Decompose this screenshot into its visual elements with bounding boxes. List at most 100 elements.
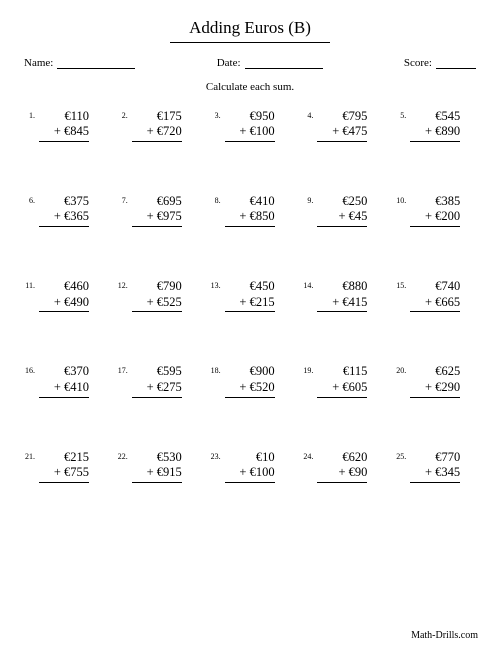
problem-number: 21. — [24, 450, 39, 461]
score-field: Score: — [404, 57, 476, 69]
problem-stack: €215+ €755 — [39, 450, 89, 483]
footer-attribution: Math-Drills.com — [411, 630, 478, 641]
date-field: Date: — [217, 57, 323, 69]
problem-stack: €770+ €345 — [410, 450, 460, 483]
name-blank[interactable] — [57, 59, 135, 69]
problem-number: 2. — [117, 109, 132, 120]
problem-number: 12. — [117, 279, 132, 290]
date-blank[interactable] — [245, 59, 323, 69]
score-blank[interactable] — [436, 59, 476, 69]
addend-bottom: + €605 — [317, 380, 367, 396]
addend-bottom: + €100 — [225, 465, 275, 481]
problem-number: 22. — [117, 450, 132, 461]
problem-stack: €375+ €365 — [39, 194, 89, 227]
sum-rule — [39, 226, 89, 227]
problem-stack: €795+ €475 — [317, 109, 367, 142]
sum-rule — [132, 141, 182, 142]
problem-number: 25. — [395, 450, 410, 461]
addend-top: €770 — [410, 450, 460, 466]
addend-bottom: + €890 — [410, 124, 460, 140]
problem: 9.€250+ €45 — [302, 194, 383, 227]
problem: 4.€795+ €475 — [302, 109, 383, 142]
addend-top: €740 — [410, 279, 460, 295]
sum-rule — [225, 311, 275, 312]
sum-rule — [39, 141, 89, 142]
problem: 19.€115+ €605 — [302, 364, 383, 397]
sum-rule — [317, 141, 367, 142]
problem-number: 10. — [395, 194, 410, 205]
problem: 13.€450+ €215 — [210, 279, 291, 312]
addend-bottom: + €90 — [317, 465, 367, 481]
problem-number: 18. — [210, 364, 225, 375]
addend-top: €450 — [225, 279, 275, 295]
addend-top: €175 — [132, 109, 182, 125]
problem: 2.€175+ €720 — [117, 109, 198, 142]
problem-stack: €695+ €975 — [132, 194, 182, 227]
problem-number: 15. — [395, 279, 410, 290]
problem: 18.€900+ €520 — [210, 364, 291, 397]
problem: 16.€370+ €410 — [24, 364, 105, 397]
addend-top: €215 — [39, 450, 89, 466]
problem: 23.€10+ €100 — [210, 450, 291, 483]
sum-rule — [225, 226, 275, 227]
problem: 3.€950+ €100 — [210, 109, 291, 142]
problem-stack: €900+ €520 — [225, 364, 275, 397]
sum-rule — [132, 226, 182, 227]
addend-bottom: + €975 — [132, 209, 182, 225]
addend-bottom: + €290 — [410, 380, 460, 396]
problem-number: 19. — [302, 364, 317, 375]
addend-top: €795 — [317, 109, 367, 125]
sum-rule — [410, 482, 460, 483]
problem-number: 24. — [302, 450, 317, 461]
addend-bottom: + €415 — [317, 295, 367, 311]
problem-number: 6. — [24, 194, 39, 205]
problem-stack: €545+ €890 — [410, 109, 460, 142]
header-row: Name: Date: Score: — [22, 57, 478, 69]
problem: 24.€620+ €90 — [302, 450, 383, 483]
problem: 25.€770+ €345 — [395, 450, 476, 483]
problem-number: 9. — [302, 194, 317, 205]
name-label: Name: — [24, 57, 53, 69]
sum-rule — [225, 482, 275, 483]
problem-number: 4. — [302, 109, 317, 120]
addend-top: €385 — [410, 194, 460, 210]
problem-stack: €620+ €90 — [317, 450, 367, 483]
sum-rule — [410, 141, 460, 142]
problem: 1.€110+ €845 — [24, 109, 105, 142]
problem-stack: €370+ €410 — [39, 364, 89, 397]
addend-top: €110 — [39, 109, 89, 125]
addend-top: €625 — [410, 364, 460, 380]
addend-bottom: + €915 — [132, 465, 182, 481]
addend-bottom: + €845 — [39, 124, 89, 140]
problem: 21.€215+ €755 — [24, 450, 105, 483]
problem: 8.€410+ €850 — [210, 194, 291, 227]
addend-top: €790 — [132, 279, 182, 295]
addend-top: €595 — [132, 364, 182, 380]
problem-stack: €530+ €915 — [132, 450, 182, 483]
sum-rule — [317, 226, 367, 227]
addend-top: €250 — [317, 194, 367, 210]
addend-top: €410 — [225, 194, 275, 210]
sum-rule — [39, 397, 89, 398]
sum-rule — [317, 397, 367, 398]
problem: 15.€740+ €665 — [395, 279, 476, 312]
problem-stack: €10+ €100 — [225, 450, 275, 483]
problem-stack: €625+ €290 — [410, 364, 460, 397]
problem: 14.€880+ €415 — [302, 279, 383, 312]
addend-top: €370 — [39, 364, 89, 380]
addend-top: €375 — [39, 194, 89, 210]
addend-bottom: + €475 — [317, 124, 367, 140]
problem-number: 8. — [210, 194, 225, 205]
problem-number: 16. — [24, 364, 39, 375]
problem-stack: €950+ €100 — [225, 109, 275, 142]
problem-number: 1. — [24, 109, 39, 120]
title-underline — [170, 42, 330, 43]
addend-top: €545 — [410, 109, 460, 125]
addend-top: €10 — [225, 450, 275, 466]
addend-top: €115 — [317, 364, 367, 380]
problem-stack: €790+ €525 — [132, 279, 182, 312]
sum-rule — [132, 482, 182, 483]
problem-number: 3. — [210, 109, 225, 120]
problem-stack: €880+ €415 — [317, 279, 367, 312]
problem-stack: €450+ €215 — [225, 279, 275, 312]
